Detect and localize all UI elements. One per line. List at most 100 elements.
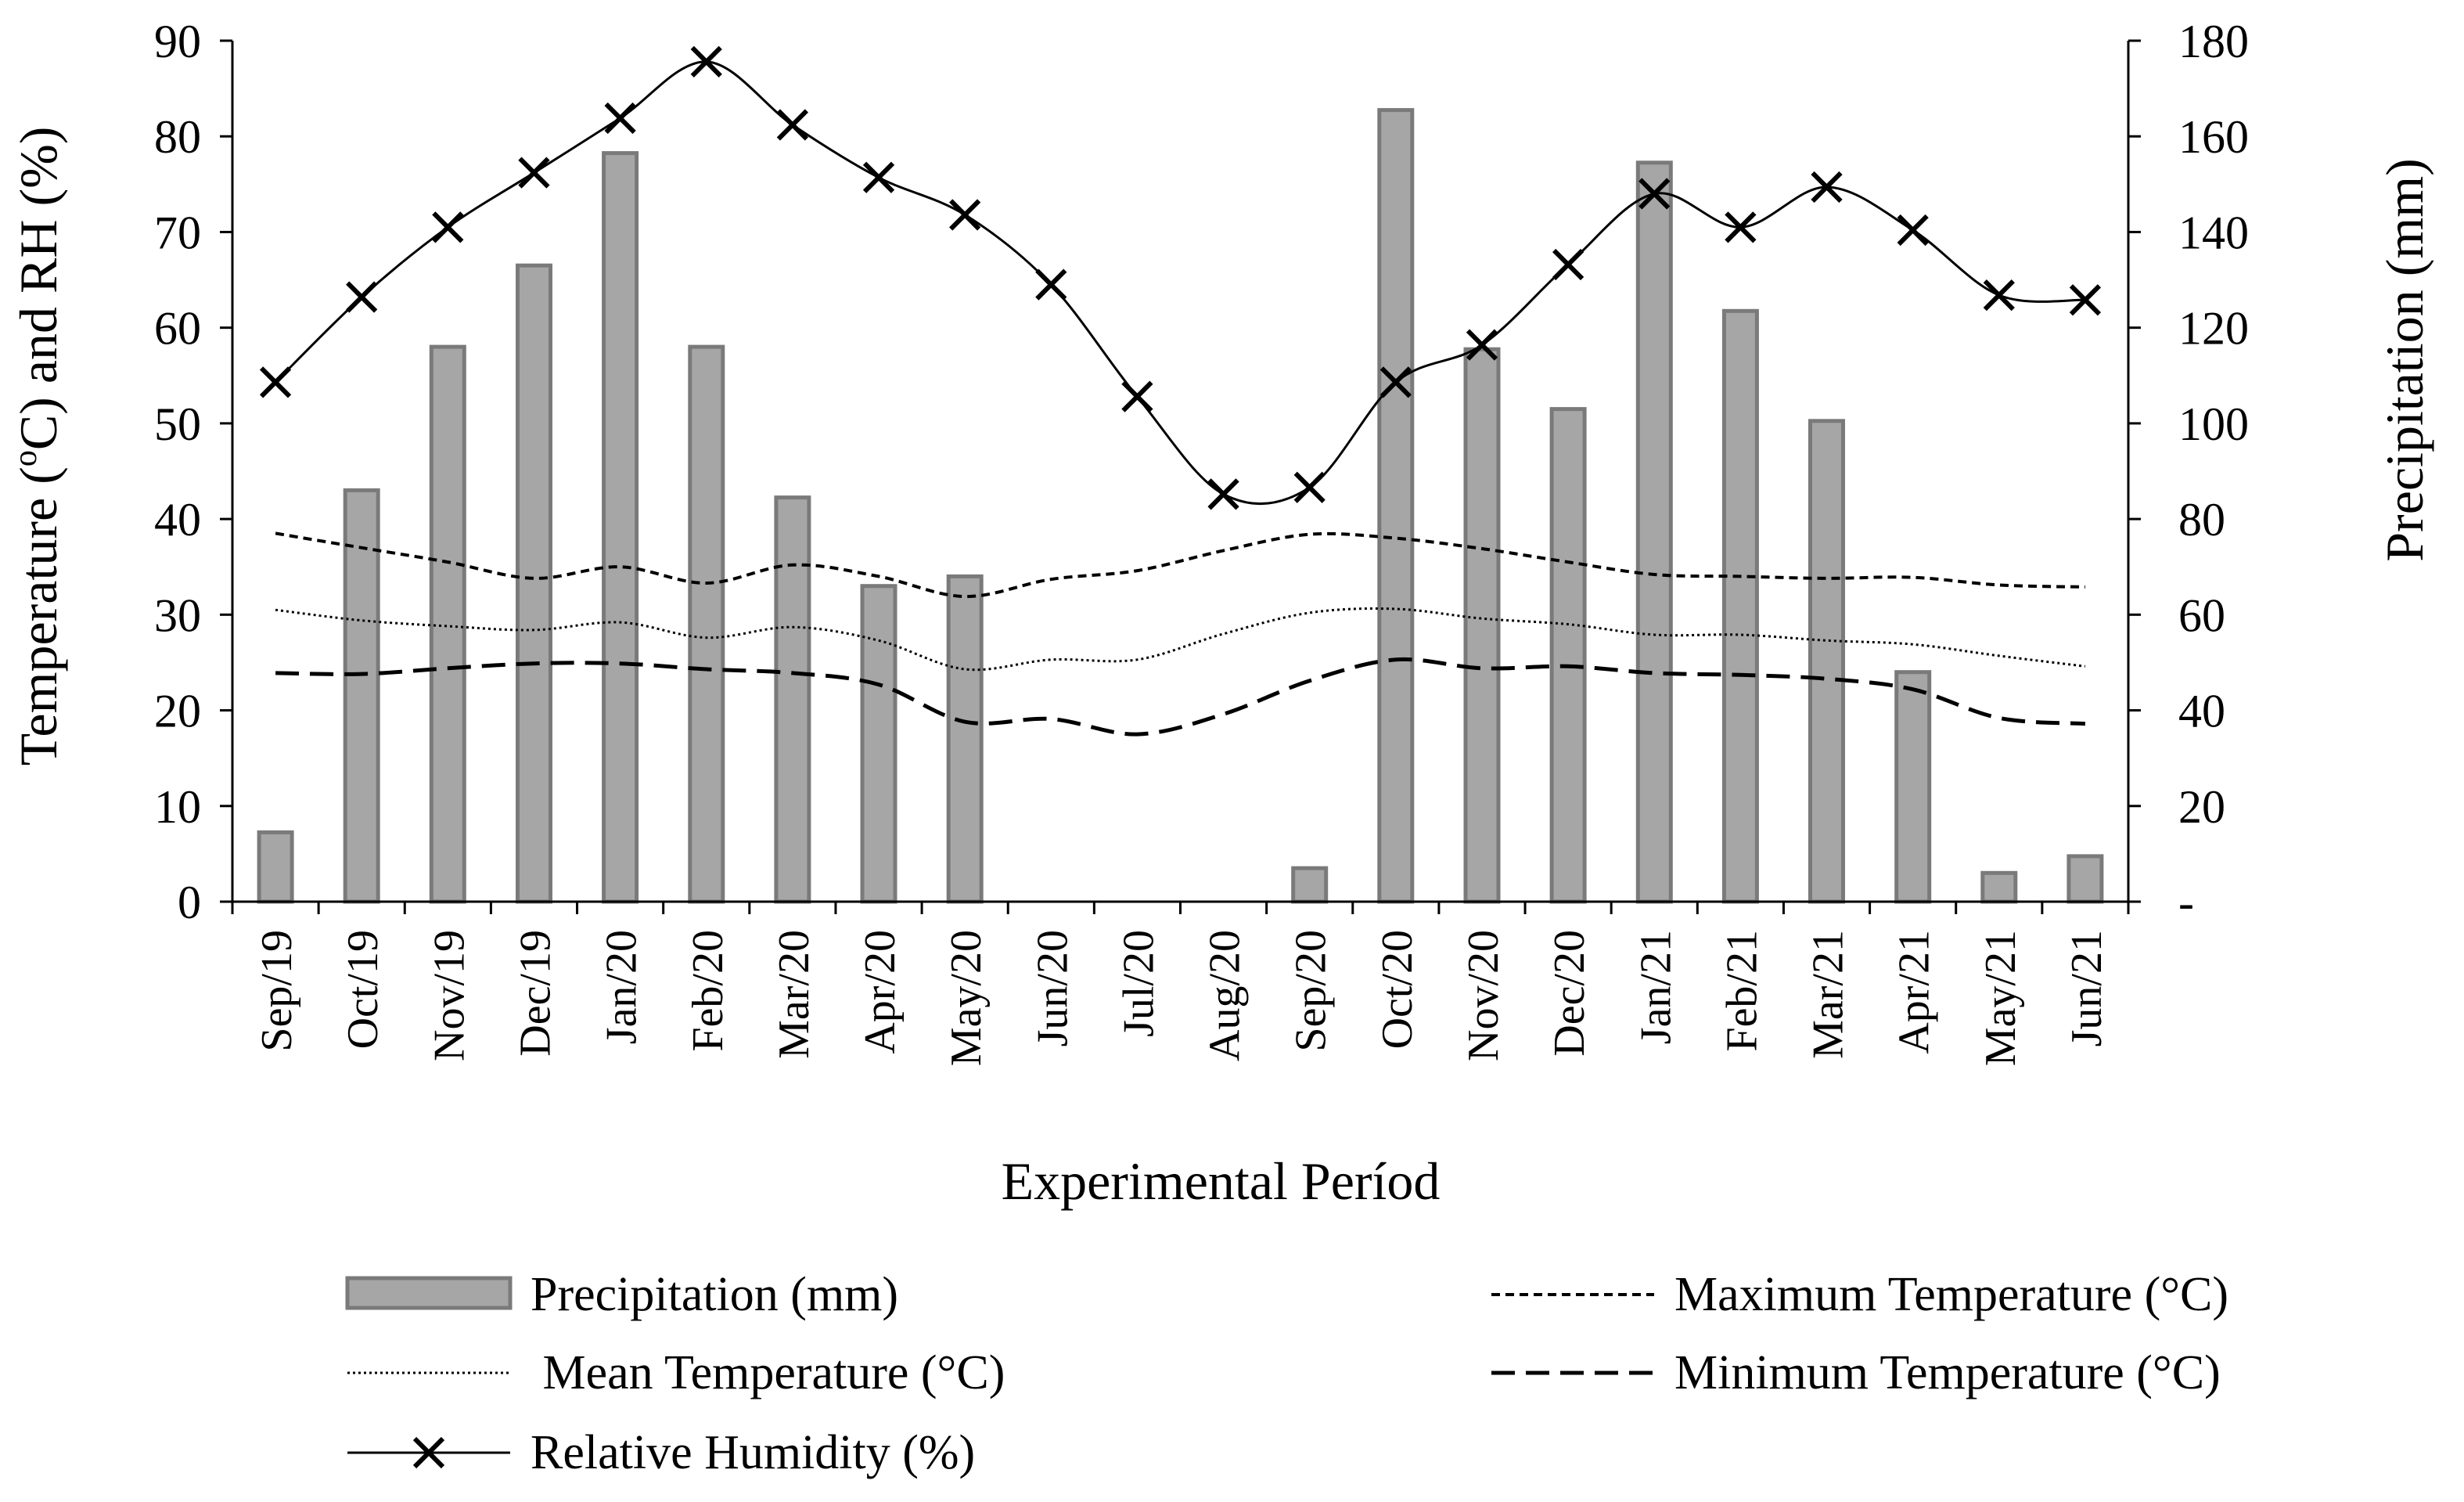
rh-marker-8 [949, 199, 981, 231]
rh-marker-stroke-b [2069, 284, 2102, 316]
precipitation-bar-20 [1980, 870, 2018, 904]
y-left-tick-label-2: 20 [154, 686, 201, 737]
rh-marker-13 [1379, 366, 1412, 398]
rh-marker-12 [1293, 471, 1326, 503]
rh-marker-14 [1466, 329, 1498, 361]
x-tick-label-6: Mar/20 [770, 930, 818, 1059]
line-maximum-temperature-c [275, 531, 2085, 599]
line-minimum-temperature-c [275, 657, 2086, 737]
x-tick-label-17: Feb/21 [1718, 930, 1766, 1052]
x-tick-label-21: Jun/21 [2063, 930, 2111, 1046]
rh-marker-15 [1552, 248, 1585, 281]
y-right-tick-label-3: 60 [2178, 589, 2225, 641]
precipitation-bar-15 [1549, 407, 1587, 904]
y-axis-left-title-part1: Temperature ( [9, 466, 68, 765]
line-mean-temperature-c [275, 607, 2086, 672]
rh-marker-9 [1035, 268, 1067, 301]
y-right-tick-label-2: 40 [2178, 686, 2225, 737]
x-tick-label-7: Apr/20 [856, 930, 905, 1054]
rh-marker-stroke-b [259, 366, 292, 398]
y-right-tick-label-4: 80 [2178, 494, 2225, 546]
rh-marker-1 [346, 281, 378, 313]
y-left-tick-label-0: 0 [178, 877, 201, 928]
y-left-tick-label-7: 70 [154, 207, 201, 258]
x-tick-label-13: Oct/20 [1373, 930, 1422, 1049]
x-tick-label-19: Apr/21 [1890, 930, 1939, 1054]
data-lines [259, 45, 2102, 737]
rh-marker-18 [1811, 171, 1843, 204]
x-tick-label-3: Dec/19 [512, 930, 560, 1057]
rh-marker-stroke-b [1466, 329, 1498, 361]
precipitation-bar-8 [946, 574, 984, 904]
rh-marker-11 [1207, 478, 1239, 510]
rh-marker-stroke-b [776, 109, 809, 141]
y-right-tick-label-5: 100 [2178, 398, 2249, 450]
rh-marker-7 [862, 161, 895, 193]
y-left-tick-label-3: 30 [154, 589, 201, 641]
x-tick-label-2: Nov/19 [425, 930, 473, 1061]
y-right-tick-label-0: - [2178, 877, 2194, 928]
precipitation-bar-14 [1463, 347, 1501, 904]
rh-marker-stroke-b [1638, 178, 1671, 210]
rh-marker-3 [518, 157, 550, 189]
rh-marker-2 [432, 211, 464, 243]
rh-marker-stroke-b [1897, 214, 1929, 247]
rh-marker-stroke-b [862, 161, 895, 193]
rh-marker-stroke-b [1983, 279, 2015, 312]
rh-marker-stroke-b [1293, 471, 1326, 503]
line-relative-humidity [275, 60, 2085, 506]
rh-marker-20 [1983, 279, 2015, 312]
legend-label-mean-temperature: Mean Temperature (°C) [531, 1346, 1005, 1399]
precipitation-bar-12 [1291, 866, 1329, 904]
rh-marker-21 [2069, 284, 2102, 316]
x-tick-label-18: Mar/21 [1804, 930, 1853, 1059]
precipitation-bar-1 [343, 488, 380, 904]
precipitation-bar-21 [2067, 854, 2104, 904]
y-axis-left-title-part2: C) and RH (%) [9, 127, 68, 451]
rh-marker-stroke-b [1035, 268, 1067, 301]
rh-marker-stroke-b [604, 102, 636, 135]
axes: 0 10 20 30 40 50 60 70 80 90 - 20 40 60 80 100 120 140 160… [154, 16, 2249, 1066]
legend-swatch-rh-marker [412, 1436, 445, 1469]
legend-label-relative-humidity: Relative Humidity (%) [531, 1426, 975, 1479]
precipitation-bar-3 [516, 263, 552, 904]
legend-label-precipitation: Precipitation (mm) [531, 1268, 898, 1321]
rh-marker-stroke-b [949, 199, 981, 231]
legend-label-min-temperature: Minimum Temperature (°C) [1674, 1346, 2221, 1399]
x-tick-label-8: May/20 [942, 930, 991, 1066]
rh-marker-0 [259, 366, 292, 398]
rh-marker-stroke-b [1811, 171, 1843, 204]
x-tick-label-12: Sep/20 [1287, 930, 1336, 1052]
y-axis-left-title-sup: o [8, 450, 44, 466]
y-left-tick-label-8: 80 [154, 111, 201, 163]
x-tick-label-16: Jan/21 [1631, 930, 1680, 1044]
x-tick-label-11: Aug/20 [1201, 930, 1250, 1061]
y-left-tick-label-6: 60 [154, 303, 201, 355]
rh-marker-stroke-b [1207, 478, 1239, 510]
rh-marker-5 [690, 45, 722, 78]
rh-marker-6 [776, 109, 809, 141]
rh-marker-10 [1121, 380, 1153, 412]
rh-marker-stroke-b [1725, 211, 1757, 243]
rh-marker-stroke-b [1379, 366, 1412, 398]
x-tick-label-20: May/21 [1977, 930, 2025, 1066]
y-left-tick-label-1: 10 [154, 781, 201, 833]
rh-marker-stroke-b [432, 211, 464, 243]
y-left-tick-label-5: 50 [154, 398, 201, 450]
x-tick-label-14: Nov/20 [1459, 930, 1508, 1061]
x-tick-label-9: Jun/20 [1028, 930, 1077, 1046]
rh-marker-stroke-b [1552, 248, 1585, 281]
y-right-tick-label-7: 140 [2178, 207, 2249, 258]
x-tick-label-15: Dec/20 [1545, 930, 1594, 1057]
y-left-tick-label-9: 90 [154, 16, 201, 67]
rh-marker-19 [1897, 214, 1929, 247]
y-right-tick-label-6: 120 [2178, 303, 2249, 355]
precipitation-bar-16 [1635, 160, 1673, 904]
legend: Precipitation (mm) Mean Temperature (°C)… [345, 1268, 2228, 1479]
x-tick-label-4: Jan/20 [598, 930, 646, 1044]
rh-marker-16 [1638, 178, 1671, 210]
precipitation-bar-13 [1377, 108, 1415, 904]
precipitation-bar-19 [1894, 670, 1932, 904]
precipitation-bar-5 [688, 344, 725, 904]
